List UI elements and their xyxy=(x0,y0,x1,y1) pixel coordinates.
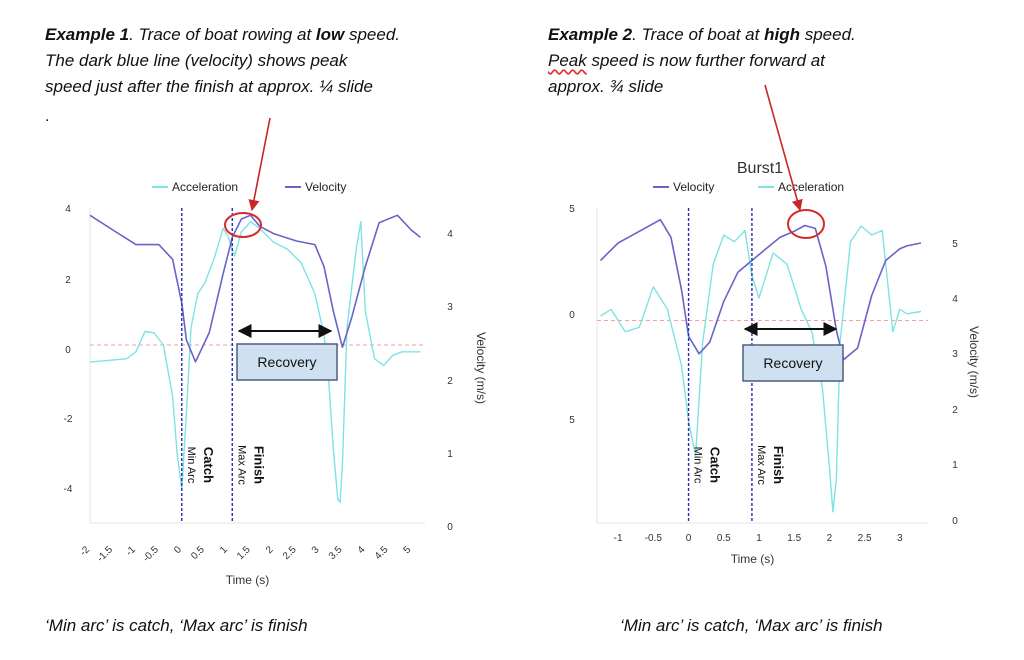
recovery-box xyxy=(236,343,338,381)
y-right-axis-title: Velocity (m/s) xyxy=(474,332,488,404)
recovery-box xyxy=(742,344,844,382)
example2-caption: Example 2. Trace of boat at high speed. … xyxy=(548,22,948,100)
y-right-tick: 1 xyxy=(447,449,453,460)
y-right-tick: 0 xyxy=(952,516,958,527)
stray-period: . xyxy=(45,108,50,125)
x-tick: -1 xyxy=(124,544,138,558)
y-right-tick: 2 xyxy=(447,376,453,387)
x-axis-title: Time (s) xyxy=(731,552,775,566)
x-tick: 1 xyxy=(756,533,762,544)
marker-label-finish: Finish xyxy=(771,446,786,484)
peak-highlight-ellipse xyxy=(224,212,262,238)
y-left-tick: 0 xyxy=(65,345,71,356)
x-tick: 5 xyxy=(402,544,414,556)
recovery-label: Recovery xyxy=(763,355,822,371)
x-tick: 2.5 xyxy=(858,533,872,544)
x-tick: -0.5 xyxy=(645,533,663,544)
x-tick: -2 xyxy=(78,544,92,558)
footnote-right: ‘Min arc’ is catch, ‘Max arc’ is finish xyxy=(620,616,883,635)
y-left-tick: 0 xyxy=(569,310,575,321)
x-tick: 0 xyxy=(686,533,692,544)
legend-label-acceleration: Acceleration xyxy=(778,180,844,194)
example1-lead: Example 1 xyxy=(45,25,130,44)
example1-caption-line3: speed just after the finish at approx. ¼… xyxy=(45,77,373,96)
y-left-tick: 2 xyxy=(65,275,71,286)
x-tick: -1.5 xyxy=(95,544,115,564)
peak-highlight-ellipse xyxy=(787,209,825,239)
y-left-tick: 5 xyxy=(569,415,575,426)
spellcheck-word: Peak xyxy=(548,51,587,70)
x-tick: 1.5 xyxy=(235,544,253,562)
x-tick: 1 xyxy=(218,544,230,556)
series-velocity xyxy=(599,218,922,361)
marker-sublabel-finish: Max Arc xyxy=(235,445,247,485)
x-tick: -0.5 xyxy=(141,544,161,564)
legend-label-velocity: Velocity xyxy=(673,180,714,194)
x-tick: 1.5 xyxy=(787,533,801,544)
x-tick: 3 xyxy=(310,544,322,556)
example1-caption: Example 1. Trace of boat rowing at low s… xyxy=(45,22,485,100)
peak-pointer-arrow xyxy=(248,117,271,212)
x-tick: 0 xyxy=(172,544,184,556)
x-tick: 3.5 xyxy=(327,544,345,562)
footnote-left: ‘Min arc’ is catch, ‘Max arc’ is finish xyxy=(45,616,308,635)
marker-sublabel-catch: Min Arc xyxy=(692,447,704,484)
chart-title: Burst1 xyxy=(737,160,783,177)
example1-caption-line2: The dark blue line (velocity) shows peak xyxy=(45,51,348,70)
x-tick: 4 xyxy=(356,544,368,556)
y-left-tick: -2 xyxy=(64,414,73,425)
y-right-tick: 2 xyxy=(952,405,958,416)
x-tick: 0.5 xyxy=(717,533,731,544)
y-right-tick: 4 xyxy=(447,229,453,240)
y-right-tick: 3 xyxy=(447,302,453,313)
x-tick: 4.5 xyxy=(373,544,391,562)
x-tick: -1 xyxy=(614,533,623,544)
peak-pointer-arrow xyxy=(764,84,803,212)
y-right-tick: 4 xyxy=(952,294,958,305)
y-right-tick: 3 xyxy=(952,349,958,360)
y-left-tick: 5 xyxy=(569,204,575,215)
marker-sublabel-catch: Min Arc xyxy=(185,447,197,484)
series-velocity xyxy=(89,214,421,363)
chart-2: Burst1 5 0 5 5 4 3 2 1 0 Velocity (m/s) -1 -0.5 0 0.5 1… xyxy=(569,84,981,566)
y-left-tick: 4 xyxy=(65,204,71,215)
x-tick: 3 xyxy=(897,533,903,544)
legend-label-acceleration: Acceleration xyxy=(172,180,238,194)
marker-label-catch: Catch xyxy=(201,447,216,483)
legend-label-velocity: Velocity xyxy=(305,180,346,194)
y-right-tick: 1 xyxy=(952,460,958,471)
x-axis-title: Time (s) xyxy=(226,573,270,587)
y-right-tick: 0 xyxy=(447,522,453,533)
marker-label-catch: Catch xyxy=(708,447,723,483)
x-tick: 2.5 xyxy=(281,544,299,562)
marker-sublabel-finish: Max Arc xyxy=(755,445,767,485)
x-tick: 2 xyxy=(264,544,276,556)
marker-label-finish: Finish xyxy=(251,446,266,484)
example2-lead: Example 2 xyxy=(548,25,633,44)
y-right-tick: 5 xyxy=(952,239,958,250)
y-right-axis-title: Velocity (m/s) xyxy=(967,326,981,398)
recovery-label: Recovery xyxy=(257,354,316,370)
example2-caption-line3: approx. ¾ slide xyxy=(548,77,664,96)
x-tick: 2 xyxy=(827,533,833,544)
y-left-tick: -4 xyxy=(64,484,73,495)
x-tick: 0.5 xyxy=(189,544,207,562)
series-acceleration xyxy=(600,225,922,513)
